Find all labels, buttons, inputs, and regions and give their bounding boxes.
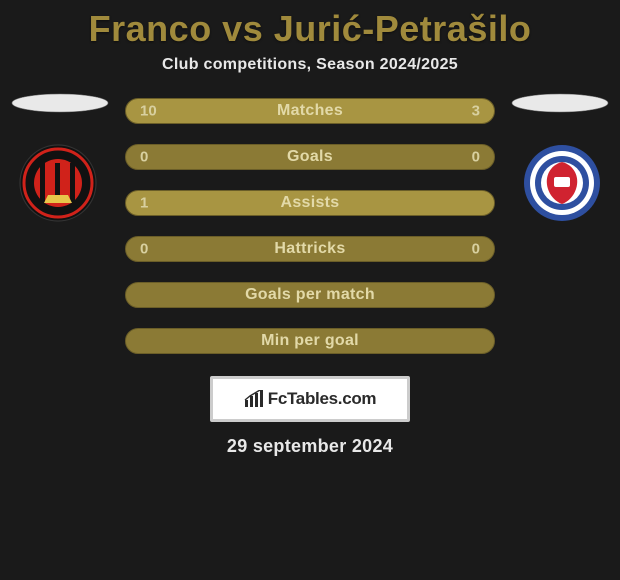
fctables-logo-icon [244, 390, 264, 408]
stat-row: 0 0 Goals [125, 144, 495, 170]
stat-row: Min per goal [125, 328, 495, 354]
stat-row: 0 0 Hattricks [125, 236, 495, 262]
club-badge-right [522, 143, 602, 223]
silhouette-icon [10, 93, 110, 113]
comparison-card: Franco vs Jurić-Petrašilo Club competiti… [0, 0, 620, 457]
spartak-varna-badge-icon [522, 143, 602, 223]
player-silhouette-right [510, 93, 610, 113]
stat-value-left: 10 [140, 103, 157, 120]
stat-row: Goals per match [125, 282, 495, 308]
stat-fill-left [126, 99, 409, 123]
brand-text: FcTables.com [268, 389, 377, 409]
stat-label: Assists [280, 194, 339, 212]
stat-label: Min per goal [261, 332, 359, 350]
stat-value-left: 0 [140, 149, 148, 166]
lokomotiv-sofia-badge-icon [18, 143, 98, 223]
stat-fill-right [409, 99, 494, 123]
player-silhouette-left [10, 93, 110, 113]
stat-label: Matches [277, 102, 343, 120]
stat-value-left: 1 [140, 195, 148, 212]
stat-label: Goals per match [245, 286, 375, 304]
page-title: Franco vs Jurić-Petrašilo [0, 8, 620, 50]
stat-value-left: 0 [140, 241, 148, 258]
stat-label: Goals [287, 148, 333, 166]
stat-row: 10 3 Matches [125, 98, 495, 124]
stat-value-right: 0 [472, 149, 480, 166]
brand-box[interactable]: FcTables.com [210, 376, 410, 422]
stat-row: 1 Assists [125, 190, 495, 216]
snapshot-date: 29 september 2024 [0, 436, 620, 457]
silhouette-icon [510, 93, 610, 113]
stat-value-right: 0 [472, 241, 480, 258]
stat-label: Hattricks [274, 240, 345, 258]
stats-area: 10 3 Matches 0 0 Goals 1 Assists 0 0 Hattricks Goal… [0, 98, 620, 354]
stat-value-right: 3 [472, 103, 480, 120]
stat-rows: 10 3 Matches 0 0 Goals 1 Assists 0 0 Hattricks Goal… [125, 98, 495, 354]
club-badge-left [18, 143, 98, 223]
page-subtitle: Club competitions, Season 2024/2025 [0, 56, 620, 74]
